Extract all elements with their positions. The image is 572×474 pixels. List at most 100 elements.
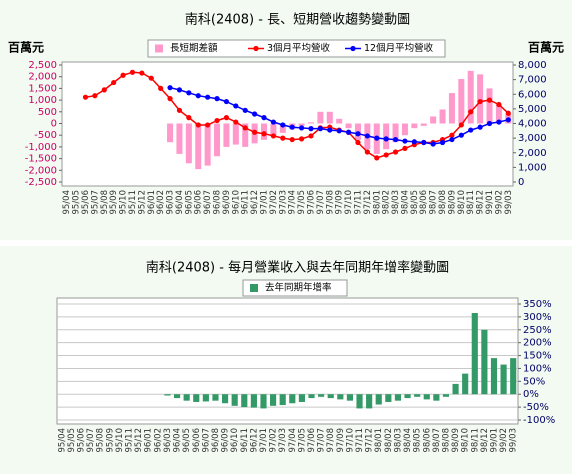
x-tick-label: 95/07 xyxy=(86,428,96,453)
point xyxy=(129,69,136,75)
bar xyxy=(164,394,171,396)
bar xyxy=(452,383,459,395)
x-tick-label: 99/03 xyxy=(504,190,514,215)
x-tick-label: 98/07 xyxy=(432,428,442,453)
y-tick-label: 150% xyxy=(523,351,552,362)
x-tick-label: 98/06 xyxy=(422,428,432,453)
bar xyxy=(414,394,421,397)
bar xyxy=(495,104,502,124)
x-tick-label: 95/04 xyxy=(57,428,67,453)
point xyxy=(298,136,305,142)
y-tick-label: -50% xyxy=(523,402,549,413)
x-tick-label: 96/09 xyxy=(222,190,232,215)
x-tick-label: 96/08 xyxy=(211,428,221,453)
y-tick-label: 5,000 xyxy=(518,104,547,115)
x-tick-label: 96/08 xyxy=(213,190,223,215)
x-tick-label: 99/03 xyxy=(509,428,519,453)
x-tick-label: 95/08 xyxy=(100,190,110,215)
x-tick-label: 97/06 xyxy=(307,428,317,453)
x-tick-label: 96/05 xyxy=(184,190,194,215)
bar xyxy=(392,123,399,143)
point xyxy=(223,98,230,105)
x-tick-label: 98/05 xyxy=(410,190,420,215)
chart-title: 南科(2408) - 長、短期營收趨勢變動圖 xyxy=(185,12,410,28)
bar xyxy=(270,123,277,137)
point xyxy=(411,139,417,145)
point xyxy=(280,122,286,128)
point xyxy=(374,155,380,161)
y-tick-label: 2,000 xyxy=(518,148,547,159)
point xyxy=(176,87,183,93)
x-tick-label: 98/10 xyxy=(457,190,467,215)
bar xyxy=(448,93,455,124)
bar xyxy=(318,394,325,397)
x-tick-label: 97/03 xyxy=(278,190,288,215)
point xyxy=(242,125,248,131)
point xyxy=(261,131,267,137)
point xyxy=(242,107,248,113)
x-tick-label: 95/05 xyxy=(67,428,77,453)
x-tick-label: 97/07 xyxy=(316,190,326,215)
bar xyxy=(337,394,344,400)
x-tick-label: 97/02 xyxy=(269,190,279,215)
y-tick-label: 500 xyxy=(38,107,57,118)
bar xyxy=(510,358,517,395)
point xyxy=(374,135,380,141)
x-tick-label: 96/06 xyxy=(192,428,202,453)
y-tick-label: 0 xyxy=(51,119,57,130)
bar xyxy=(221,394,229,404)
point xyxy=(449,132,455,138)
point xyxy=(92,93,98,99)
point xyxy=(317,126,323,132)
legend-label: 長短期差額 xyxy=(170,42,218,54)
point xyxy=(458,122,464,128)
bar xyxy=(195,123,202,170)
point xyxy=(364,133,370,139)
bar xyxy=(346,394,354,401)
x-tick-label: 96/11 xyxy=(240,428,250,453)
x-tick-label: 96/12 xyxy=(249,428,259,453)
y-tick-label: 250% xyxy=(523,325,552,336)
point xyxy=(289,136,295,143)
y-tick-label: -2,500 xyxy=(25,177,57,188)
point xyxy=(355,131,361,137)
bar xyxy=(298,394,305,402)
bar xyxy=(212,394,219,401)
x-tick-label: 99/02 xyxy=(494,190,504,215)
bar xyxy=(345,123,352,129)
bar xyxy=(242,123,249,147)
bar xyxy=(394,394,402,401)
bar xyxy=(420,123,427,126)
x-tick-label: 97/09 xyxy=(336,428,346,453)
x-tick-label: 97/01 xyxy=(260,190,270,215)
y-tick-label: -2,000 xyxy=(25,165,57,176)
plot-area xyxy=(61,61,514,187)
point xyxy=(139,70,145,76)
point xyxy=(477,124,483,130)
legend-swatch xyxy=(250,284,258,292)
x-tick-label: 95/06 xyxy=(77,428,87,453)
x-tick-label: 97/11 xyxy=(353,190,363,215)
bar xyxy=(260,394,267,409)
bar xyxy=(232,123,239,145)
bar xyxy=(231,394,238,406)
x-tick-label: 96/02 xyxy=(156,190,166,215)
y-tick-label: 2,000 xyxy=(28,72,57,83)
bar xyxy=(185,123,192,164)
y-tick-label: 8,000 xyxy=(518,60,547,71)
x-tick-label: 95/10 xyxy=(119,190,129,215)
point xyxy=(327,127,333,133)
bar xyxy=(270,394,277,406)
x-tick-label: 96/01 xyxy=(147,190,157,215)
y-tick-label: 200% xyxy=(523,338,552,349)
bar xyxy=(433,394,440,401)
x-tick-label: 98/04 xyxy=(403,428,413,453)
bar xyxy=(336,118,343,124)
x-tick-label: 95/10 xyxy=(115,428,125,453)
bar xyxy=(250,394,257,408)
y-axis-label: 百萬元 xyxy=(8,40,44,55)
y-tick-label: 1,000 xyxy=(518,162,547,173)
bar xyxy=(193,394,200,402)
bar xyxy=(401,123,408,136)
bar xyxy=(471,313,478,395)
